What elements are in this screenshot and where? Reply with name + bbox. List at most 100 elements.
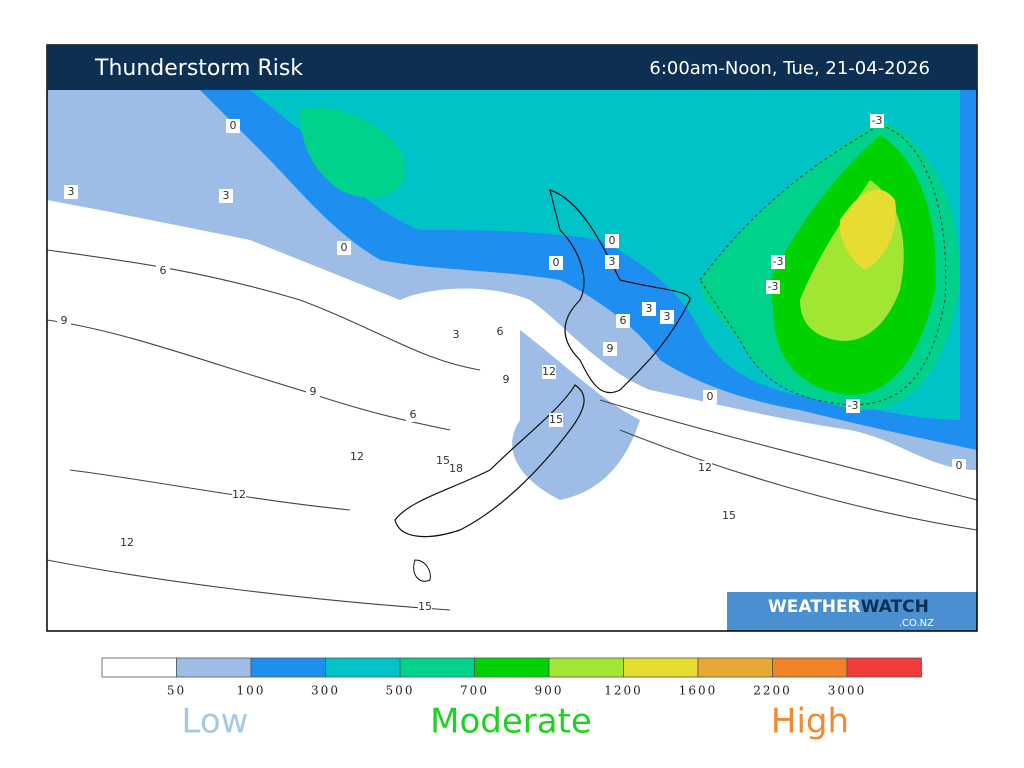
- legend-swatch: [399, 657, 475, 678]
- contour-label: 15: [418, 600, 432, 613]
- contour-label-bg: [337, 241, 351, 255]
- contour-label: 3: [453, 328, 460, 341]
- contour-label-bg: [549, 413, 563, 427]
- legend-swatch: [176, 657, 252, 678]
- contour-label: -3: [848, 399, 859, 412]
- brand-name: WEATHERWATCH: [768, 597, 929, 617]
- contour-label-bg: [542, 365, 556, 379]
- contour-label-bg: [605, 255, 619, 269]
- legend-swatch: [250, 657, 326, 678]
- contour-label: 12: [698, 461, 712, 474]
- contour-label-bg: [870, 114, 884, 128]
- contour-label-bg: [952, 459, 966, 473]
- contour-label: 6: [160, 264, 167, 277]
- legend-threshold: 300: [311, 684, 340, 698]
- contour-label-bg: [219, 189, 233, 203]
- legend-threshold: 1600: [679, 684, 718, 698]
- contour-label: 3: [223, 189, 230, 202]
- legend-swatch: [101, 657, 177, 678]
- contour-label-bg: [436, 454, 450, 468]
- contour-label: 0: [707, 390, 714, 403]
- legend-threshold: 500: [386, 684, 415, 698]
- legend-threshold: 700: [460, 684, 489, 698]
- legend-threshold: 2200: [753, 684, 792, 698]
- legend-threshold: 900: [535, 684, 564, 698]
- contour-label: 0: [230, 119, 237, 132]
- contour-label-bg: [350, 450, 364, 464]
- contour-label-bg: [499, 373, 513, 387]
- contour-label: 3: [68, 185, 75, 198]
- contour-label: -3: [773, 255, 784, 268]
- contour-label-bg: [449, 328, 463, 342]
- contour-label-bg: [616, 314, 630, 328]
- contour-label-bg: [232, 488, 246, 502]
- legend-swatch: [548, 657, 624, 678]
- contour-label-bg: [603, 342, 617, 356]
- legend-swatch: [772, 657, 848, 678]
- contour-label: 12: [350, 450, 364, 463]
- contour-label-bg: [120, 536, 134, 550]
- title: Thunderstorm Risk: [94, 56, 303, 81]
- contour-label-bg: [57, 314, 71, 328]
- legend-swatch: [623, 657, 699, 678]
- contour-label: 6: [620, 314, 627, 327]
- risk-level: Moderate: [430, 702, 592, 742]
- legend-threshold: 100: [237, 684, 266, 698]
- contour-label-bg: [226, 119, 240, 133]
- contour-label: 15: [722, 509, 736, 522]
- contour-label: 18: [449, 462, 463, 475]
- legend-swatch: [325, 657, 401, 678]
- contour-label-bg: [766, 280, 780, 294]
- contour-label: 9: [61, 314, 68, 327]
- contour-label-bg: [64, 185, 78, 199]
- contour-label: -3: [872, 114, 883, 127]
- contour-label-bg: [406, 408, 420, 422]
- contour-label: 12: [542, 365, 556, 378]
- contour-label: 12: [232, 488, 246, 501]
- contour-label: 3: [609, 255, 616, 268]
- contour-label: 0: [553, 256, 560, 269]
- legend-swatch: [474, 657, 550, 678]
- contour-label: 15: [549, 413, 563, 426]
- contour-label: 15: [436, 454, 450, 467]
- contour-label: 3: [664, 310, 671, 323]
- contour-label: 0: [341, 241, 348, 254]
- contour-label: 12: [120, 536, 134, 549]
- contour-label-bg: [493, 325, 507, 339]
- brand-box: [727, 592, 977, 631]
- brand-domain: .CO.NZ: [899, 618, 934, 629]
- contour-label-bg: [703, 390, 717, 404]
- contour-label-bg: [549, 256, 563, 270]
- contour-label: 0: [609, 234, 616, 247]
- contour-label-bg: [722, 509, 736, 523]
- contour-label: 9: [503, 373, 510, 386]
- contour-label-bg: [605, 234, 619, 248]
- header: [47, 45, 977, 90]
- contour-label-bg: [698, 461, 712, 475]
- contour-label-bg: [306, 385, 320, 399]
- period: 6:00am-Noon, Tue, 21-04-2026: [649, 58, 930, 79]
- legend-swatch: [846, 657, 922, 678]
- contour-label-bg: [156, 264, 170, 278]
- risk-level: High: [771, 702, 849, 742]
- contour-label: 9: [607, 342, 614, 355]
- contour-label-bg: [642, 302, 656, 316]
- contour-label: 0: [956, 459, 963, 472]
- contour-label: -3: [768, 280, 779, 293]
- contour-label-bg: [846, 399, 860, 413]
- risk-level: Low: [182, 702, 249, 742]
- legend: 50 100 300 500 700 900 1200 1600 2200 3000 Low Mode…: [101, 657, 922, 742]
- contour-label: 6: [497, 325, 504, 338]
- contour-label-bg: [449, 462, 463, 476]
- contour-label: 3: [646, 302, 653, 315]
- contour-label-bg: [660, 310, 674, 324]
- legend-swatch: [697, 657, 773, 678]
- legend-threshold: 1200: [604, 684, 643, 698]
- contour-label-bg: [771, 255, 785, 269]
- contour-label: 9: [310, 385, 317, 398]
- contour-label-bg: [418, 600, 432, 614]
- contour-label: 6: [410, 408, 417, 421]
